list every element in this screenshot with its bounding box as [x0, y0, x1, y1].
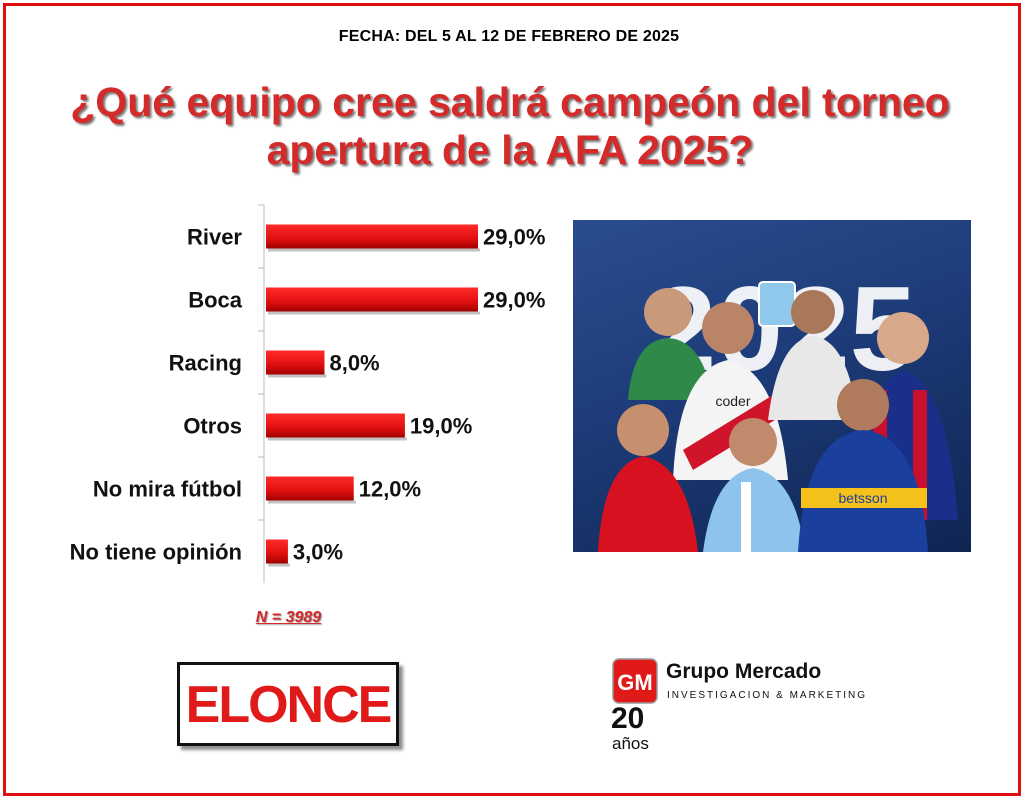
gm-mark-text: GM — [617, 670, 652, 695]
value-label: 3,0% — [293, 540, 343, 565]
bar — [266, 287, 478, 312]
bar-shadow — [268, 311, 480, 315]
bar-shadow — [268, 500, 356, 504]
bar — [266, 539, 288, 564]
value-label: 29,0% — [483, 225, 545, 250]
chart-title: ¿Qué equipo cree saldrá campeón del torn… — [20, 78, 1000, 174]
sponsor-coder-text: coder — [715, 393, 750, 409]
bar-chart: River 29,0% Boca 29,0% Racing 8,0% Otros 19,0% N… — [70, 204, 545, 583]
value-label: 19,0% — [410, 414, 472, 439]
sample-size: N = 3989 — [255, 609, 322, 626]
lpf-badge — [758, 281, 796, 327]
grupo-mercado-years: 20 — [611, 702, 645, 735]
category-label: No mira fútbol — [93, 477, 242, 502]
category-label: Boca — [188, 288, 243, 313]
grupo-mercado-subtitle: INVESTIGACION & MARKETING — [667, 690, 868, 701]
bar — [266, 413, 405, 438]
bar-shadow — [268, 437, 407, 441]
bar — [266, 476, 354, 501]
title-line-2: apertura de la AFA 2025? — [266, 127, 754, 173]
bar-shadow — [268, 563, 290, 567]
grupo-mercado-logo-icon: GM — [612, 658, 658, 704]
value-label: 29,0% — [483, 288, 545, 313]
sponsor-betsson-text: betsson — [838, 490, 887, 506]
bar — [266, 224, 478, 249]
value-label: 8,0% — [329, 351, 379, 376]
elonce-logo: ELONCE — [177, 662, 399, 746]
elonce-logo-text: ELONCE — [185, 676, 393, 734]
bar — [266, 350, 325, 375]
bar-shadow — [268, 374, 327, 378]
category-label: Otros — [183, 414, 242, 439]
bar-shadow — [268, 248, 480, 252]
value-label: 12,0% — [359, 477, 421, 502]
category-label: No tiene opinión — [70, 540, 242, 565]
players-illustration: 2025 betsson coder — [598, 262, 958, 552]
grupo-mercado-name: Grupo Mercado — [666, 660, 822, 683]
category-label: River — [187, 225, 242, 250]
title-line-1: ¿Qué equipo cree saldrá campeón del torn… — [70, 79, 950, 125]
category-label: Racing — [169, 351, 242, 376]
grupo-mercado-years-label: años — [612, 734, 649, 753]
players-promo-image: 2025 betsson coder — [573, 220, 971, 552]
survey-date: FECHA: DEL 5 AL 12 DE FEBRERO DE 2025 — [338, 28, 680, 45]
